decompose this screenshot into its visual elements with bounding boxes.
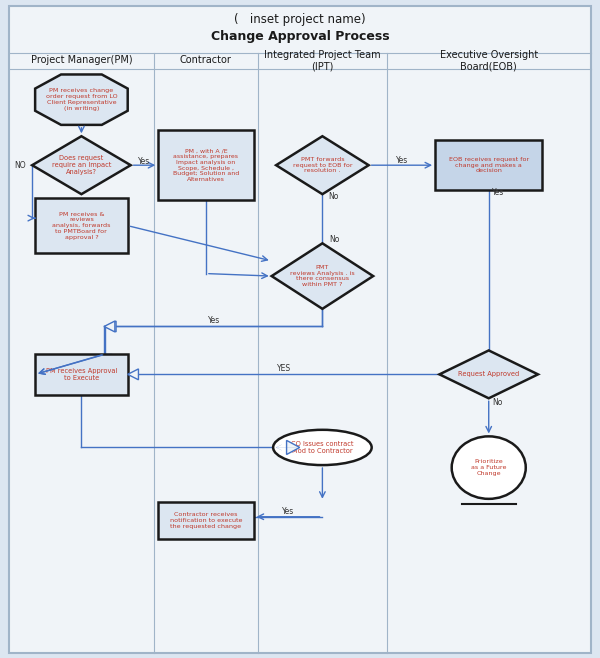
Ellipse shape: [273, 430, 371, 465]
FancyBboxPatch shape: [158, 501, 254, 540]
Text: EOB receives request for
change and makes a
decision: EOB receives request for change and make…: [449, 157, 529, 174]
Text: Yes: Yes: [138, 157, 151, 166]
Polygon shape: [106, 321, 116, 332]
Polygon shape: [104, 321, 115, 332]
Text: Yes: Yes: [208, 316, 220, 325]
Text: PM receives change
order request from LO
Client Representative
(in writing): PM receives change order request from LO…: [46, 88, 117, 111]
Text: Yes: Yes: [282, 507, 294, 516]
Polygon shape: [128, 369, 139, 380]
FancyBboxPatch shape: [35, 354, 128, 395]
Polygon shape: [272, 243, 373, 309]
Text: Integrated Project Team
(IPT): Integrated Project Team (IPT): [264, 49, 381, 71]
Text: Change Approval Process: Change Approval Process: [211, 30, 389, 43]
Polygon shape: [32, 136, 131, 194]
Text: Executive Oversight
Board(EOB): Executive Oversight Board(EOB): [440, 49, 538, 71]
FancyBboxPatch shape: [9, 7, 591, 653]
Text: YES: YES: [277, 364, 290, 373]
Text: Yes: Yes: [396, 156, 408, 164]
Text: PM receives Approval
to Execute: PM receives Approval to Execute: [46, 368, 117, 381]
FancyBboxPatch shape: [158, 130, 254, 201]
Text: PMT
reviews Analysis . is
there consensus
within PMT ?: PMT reviews Analysis . is there consensu…: [290, 265, 355, 288]
Polygon shape: [35, 74, 128, 125]
Text: Request Approved: Request Approved: [458, 371, 520, 377]
Text: CO Issues contract
Mod to Contractor: CO Issues contract Mod to Contractor: [291, 441, 353, 454]
Text: PM , with A /E
assistance, prepares
Impact analysis on
Scope, Schedule ,
Budget;: PM , with A /E assistance, prepares Impa…: [173, 148, 239, 182]
Text: PMT forwards
request to EOB for
resolution .: PMT forwards request to EOB for resoluti…: [293, 157, 352, 174]
Text: Contractor: Contractor: [180, 55, 232, 65]
Text: Contractor receives
notification to execute
the requested change: Contractor receives notification to exec…: [170, 512, 242, 529]
Text: (   inset project name): ( inset project name): [234, 13, 366, 26]
Text: NO: NO: [14, 161, 26, 170]
Text: Yes: Yes: [491, 188, 504, 197]
Text: PM receives &
reviews
analysis, forwards
to PMTBoard for
approval ?: PM receives & reviews analysis, forwards…: [52, 212, 110, 240]
Polygon shape: [276, 136, 368, 194]
Circle shape: [452, 436, 526, 499]
FancyBboxPatch shape: [435, 140, 542, 190]
Text: No: No: [493, 397, 503, 407]
Polygon shape: [439, 351, 538, 398]
Text: No: No: [329, 236, 340, 244]
Text: Prioritize
as a Future
Change: Prioritize as a Future Change: [471, 459, 506, 476]
FancyBboxPatch shape: [35, 198, 128, 253]
Text: Does request
require an Impact
Analysis?: Does request require an Impact Analysis?: [52, 155, 111, 175]
Text: Project Manager(PM): Project Manager(PM): [31, 55, 132, 65]
Text: No: No: [328, 192, 338, 201]
Polygon shape: [287, 440, 300, 455]
